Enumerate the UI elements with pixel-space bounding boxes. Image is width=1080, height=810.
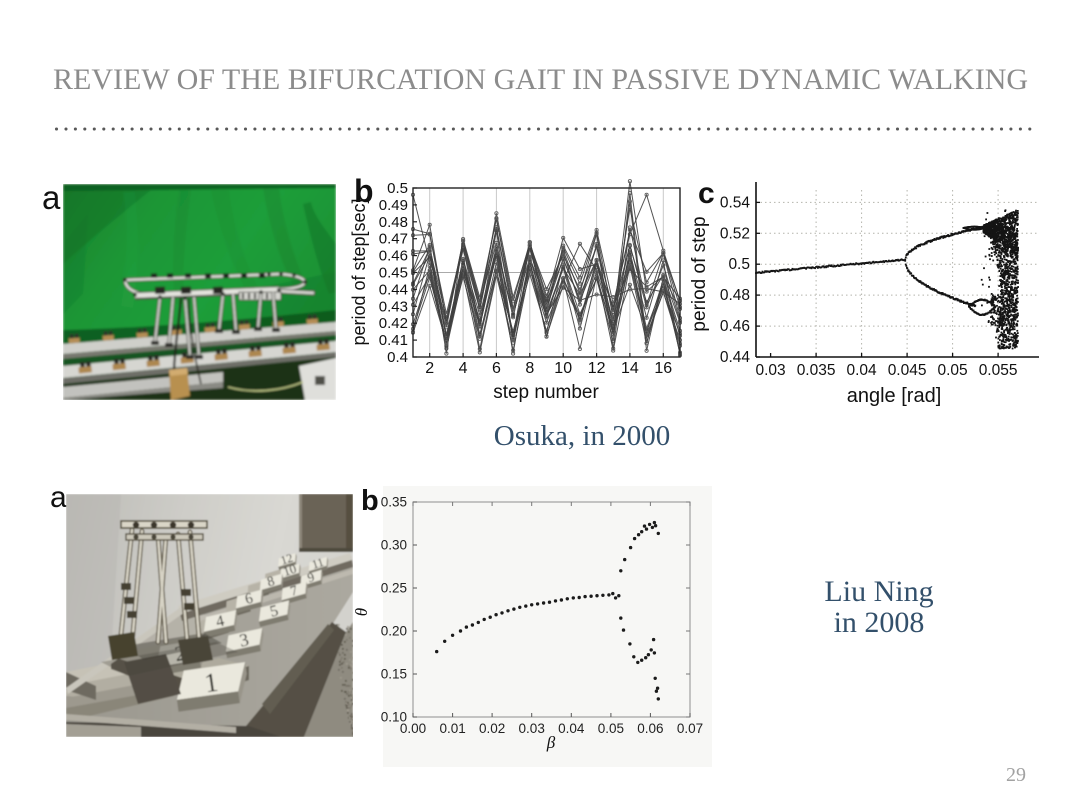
svg-text:0.15: 0.15 [381,667,407,682]
svg-text:0.25: 0.25 [381,581,407,596]
svg-text:0.49: 0.49 [379,197,408,214]
svg-text:11: 11 [310,555,325,572]
svg-text:8: 8 [266,574,277,590]
svg-text:b: b [361,485,379,517]
svg-text:0.47: 0.47 [379,231,408,248]
svg-text:period of step: period of step [690,216,710,331]
svg-text:0.02: 0.02 [479,721,505,736]
svg-text:16: 16 [654,360,672,377]
svg-text:0.54: 0.54 [720,194,751,211]
svg-text:9: 9 [305,569,316,585]
svg-text:0.05: 0.05 [598,721,624,736]
svg-text:0.06: 0.06 [637,721,663,736]
svg-text:0.03: 0.03 [756,362,786,379]
svg-text:0.045: 0.045 [888,362,927,379]
svg-text:θ: θ [355,608,371,616]
svg-text:0.46: 0.46 [379,248,408,265]
svg-text:1: 1 [202,667,220,699]
svg-text:0.055: 0.055 [979,362,1018,379]
svg-text:b: b [354,173,374,209]
svg-text:period of step[sec]: period of step[sec] [350,198,369,345]
svg-text:0.44: 0.44 [720,349,751,366]
svg-text:14: 14 [621,360,639,377]
svg-text:5: 5 [268,602,280,620]
svg-text:0.03: 0.03 [519,721,545,736]
svg-text:10: 10 [281,561,298,579]
svg-text:step number: step number [493,382,599,403]
svg-text:0.41: 0.41 [379,332,408,349]
svg-text:0.035: 0.035 [797,362,836,379]
svg-text:0.00: 0.00 [400,721,426,736]
svg-text:0.10: 0.10 [381,710,407,725]
svg-text:0.46: 0.46 [720,318,750,335]
svg-text:6: 6 [492,360,501,377]
svg-text:0.5: 0.5 [387,180,408,197]
svg-text:8: 8 [525,360,534,377]
svg-text:7: 7 [289,583,300,599]
svg-text:0.30: 0.30 [381,538,407,553]
svg-text:angle [rad]: angle [rad] [847,385,942,407]
svg-text:0.45: 0.45 [379,265,408,282]
svg-text:0.48: 0.48 [720,287,750,304]
svg-text:0.04: 0.04 [558,721,585,736]
svg-text:0.4: 0.4 [387,349,408,366]
svg-text:0.05: 0.05 [938,362,968,379]
svg-text:12: 12 [588,360,606,377]
svg-text:0.04: 0.04 [847,362,878,379]
svg-text:0.44: 0.44 [379,281,408,298]
svg-text:0.35: 0.35 [381,495,407,510]
svg-text:0.20: 0.20 [381,624,407,639]
svg-text:0.07: 0.07 [677,721,703,736]
svg-text:2: 2 [425,360,434,377]
svg-text:0.01: 0.01 [439,721,465,736]
svg-text:0.52: 0.52 [720,225,750,242]
svg-text:0.48: 0.48 [379,214,408,231]
svg-text:4: 4 [214,613,226,631]
svg-text:0.5: 0.5 [728,256,750,273]
svg-text:0.43: 0.43 [379,298,408,315]
svg-text:0.42: 0.42 [379,315,408,332]
svg-text:10: 10 [554,360,572,377]
svg-text:3: 3 [237,629,250,650]
svg-text:6: 6 [243,590,255,608]
svg-text:4: 4 [459,360,468,377]
svg-text:β: β [546,733,556,752]
svg-text:12: 12 [279,551,295,568]
svg-text:c: c [698,177,715,210]
